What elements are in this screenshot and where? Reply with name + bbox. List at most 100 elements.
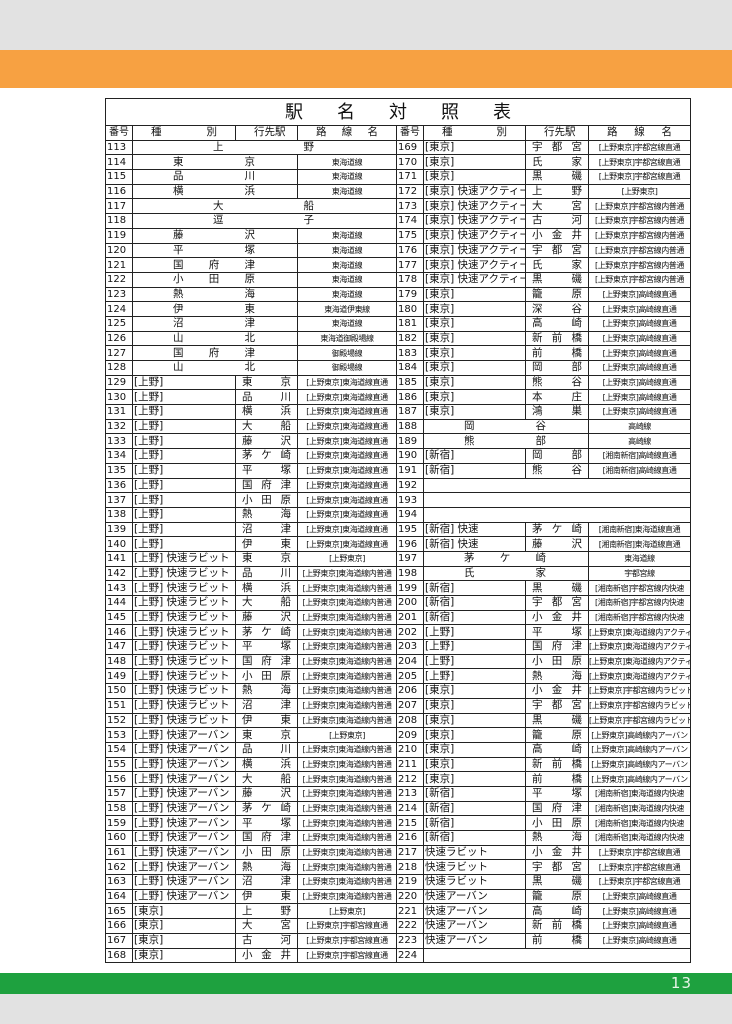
row-number: 186: [396, 389, 424, 406]
row-number: 127: [105, 345, 133, 361]
train-type: [上野] 快速ラビット: [132, 580, 236, 596]
row-number: 211: [396, 756, 424, 773]
table-row: 161 [上野] 快速アーバン 小田原 [上野東京]東海道線内普通 217 快速ラビット小…: [105, 844, 691, 861]
destination: 藤沢: [525, 536, 589, 552]
station-name: 山北: [132, 360, 298, 376]
train-type: [新宿]: [423, 785, 526, 802]
line-name: [上野東京]: [297, 727, 397, 743]
destination: 熱海: [235, 683, 298, 699]
destination: 新前橋: [525, 756, 589, 773]
row-number: 174: [396, 213, 424, 229]
destination: 高崎: [525, 903, 589, 920]
destination: 黒磯: [525, 874, 589, 890]
destination: 氏家: [525, 257, 589, 273]
row-number: 148: [105, 653, 133, 670]
train-type: [東京] 快速アクティー: [423, 213, 526, 229]
station-name: 岡谷: [423, 418, 589, 435]
header-row: 番号 種別 行先駅 路線名 番号 種別 行先駅 路線名: [105, 125, 691, 141]
destination: 小金井: [525, 609, 589, 626]
line-name: 宇都宮線: [588, 565, 691, 582]
station-name: 品川: [132, 169, 298, 185]
line-name: 東海道線: [297, 242, 397, 259]
train-type: [東京]: [132, 947, 236, 964]
train-type: [東京] 快速アクティー: [423, 227, 526, 244]
destination: 小田原: [525, 653, 589, 670]
destination: 横浜: [235, 756, 298, 773]
station-name: 東京: [132, 154, 298, 171]
destination: 本庄: [525, 389, 589, 406]
station-name: 沼津: [132, 315, 298, 332]
table-row: 168 [東京] 小金井 [上野東京]宇都宮線直通 224: [105, 947, 691, 964]
train-type: 快速ラビット: [423, 859, 526, 876]
train-type: [東京]: [423, 771, 526, 787]
line-name: [上野東京]宇都宮線内ラビット: [588, 683, 691, 699]
line-name: [上野東京]高崎線直通: [588, 404, 691, 420]
destination: 黒磯: [525, 271, 589, 288]
line-name: [上野東京]: [588, 183, 691, 200]
destination: 熱海: [525, 830, 589, 846]
table-body: 駅名対照表 番号 種別 行先駅 路線名 番号 種別 行先駅 路線名 113 上野 169 [東京] 宇都…: [105, 98, 691, 964]
destination: 伊東: [235, 712, 298, 729]
table-row: 117 大船 173 [東京] 快速アクティー 大宮 [上野東京]宇都宮線内普通: [105, 198, 691, 215]
train-type: [東京]: [132, 932, 236, 949]
row-number: 190: [396, 448, 424, 464]
row-number: 164: [105, 888, 133, 905]
station-name: 氏家: [423, 565, 589, 582]
line-name: [湘南新宿]東海道線直通: [588, 521, 691, 538]
line-name: [上野東京]宇都宮線直通: [297, 918, 397, 934]
train-type: [上野] 快速アーバン: [132, 800, 236, 817]
row-number: 154: [105, 741, 133, 758]
row-number: 124: [105, 301, 133, 317]
row-number: 201: [396, 609, 424, 626]
row-number: 216: [396, 830, 424, 846]
train-type: [上野] 快速ラビット: [132, 624, 236, 641]
destination: 鴻巣: [525, 404, 589, 420]
train-type: [上野]: [132, 433, 236, 450]
line-name: [上野東京]東海道線直通: [297, 506, 397, 523]
column-header: 路線名: [588, 125, 691, 141]
destination: 新前橋: [525, 918, 589, 934]
destination: 藤沢: [235, 785, 298, 802]
line-name: [上野東京]宇都宮線直通: [588, 154, 691, 171]
row-number: 198: [396, 565, 424, 582]
row-number: 208: [396, 712, 424, 729]
destination: 宇都宮: [525, 139, 589, 156]
line-name: [上野東京]宇都宮線直通: [588, 859, 691, 876]
row-number: 169: [396, 139, 424, 156]
row-number: 179: [396, 286, 424, 303]
line-name: [上野東京]東海道線直通: [297, 389, 397, 406]
destination: 小金井: [235, 947, 298, 964]
station-name: 上野: [132, 139, 397, 156]
train-type: [上野]: [423, 668, 526, 685]
row-number: 215: [396, 815, 424, 831]
row-number: 140: [105, 536, 133, 552]
destination: 上野: [525, 183, 589, 200]
destination: 平塚: [235, 815, 298, 831]
line-name: [上野東京]宇都宮線内普通: [588, 227, 691, 244]
line-name: [上野東京]東海道線直通: [297, 448, 397, 464]
table-row: 130 [上野] 品川 [上野東京]東海道線直通 186 [東京] 本庄 [上野東京]高崎線直…: [105, 389, 691, 406]
row-number: 165: [105, 903, 133, 920]
line-name: [上野東京]東海道線内普通: [297, 668, 397, 685]
train-type: [東京]: [423, 374, 526, 391]
row-number: 178: [396, 271, 424, 288]
train-type: [上野] 快速アーバン: [132, 815, 236, 831]
empty-cell: [423, 947, 691, 964]
destination: 藤沢: [235, 609, 298, 626]
row-number: 214: [396, 800, 424, 817]
table-row: 160 [上野] 快速アーバン 国府津 [上野東京]東海道線内普通 216 [新宿] 熱海[…: [105, 830, 691, 846]
table-row: 129 [上野] 東京 [上野東京]東海道線直通 185 [東京] 熊谷 [上野東京]高崎線直…: [105, 374, 691, 391]
destination: 籠原: [525, 727, 589, 743]
row-number: 173: [396, 198, 424, 215]
line-name: [湘南新宿]東海道線直通: [588, 536, 691, 552]
row-number: 157: [105, 785, 133, 802]
row-number: 135: [105, 462, 133, 479]
line-name: [上野東京]東海道線直通: [297, 536, 397, 552]
row-number: 206: [396, 683, 424, 699]
line-name: [上野東京]高崎線直通: [588, 932, 691, 949]
row-number: 156: [105, 771, 133, 787]
train-type: [新宿]: [423, 448, 526, 464]
train-type: [上野] 快速アーバン: [132, 859, 236, 876]
table-row: 131 [上野] 横浜 [上野東京]東海道線直通 187 [東京] 鴻巣 [上野東京]高崎線直…: [105, 404, 691, 420]
train-type: [上野]: [132, 477, 236, 494]
